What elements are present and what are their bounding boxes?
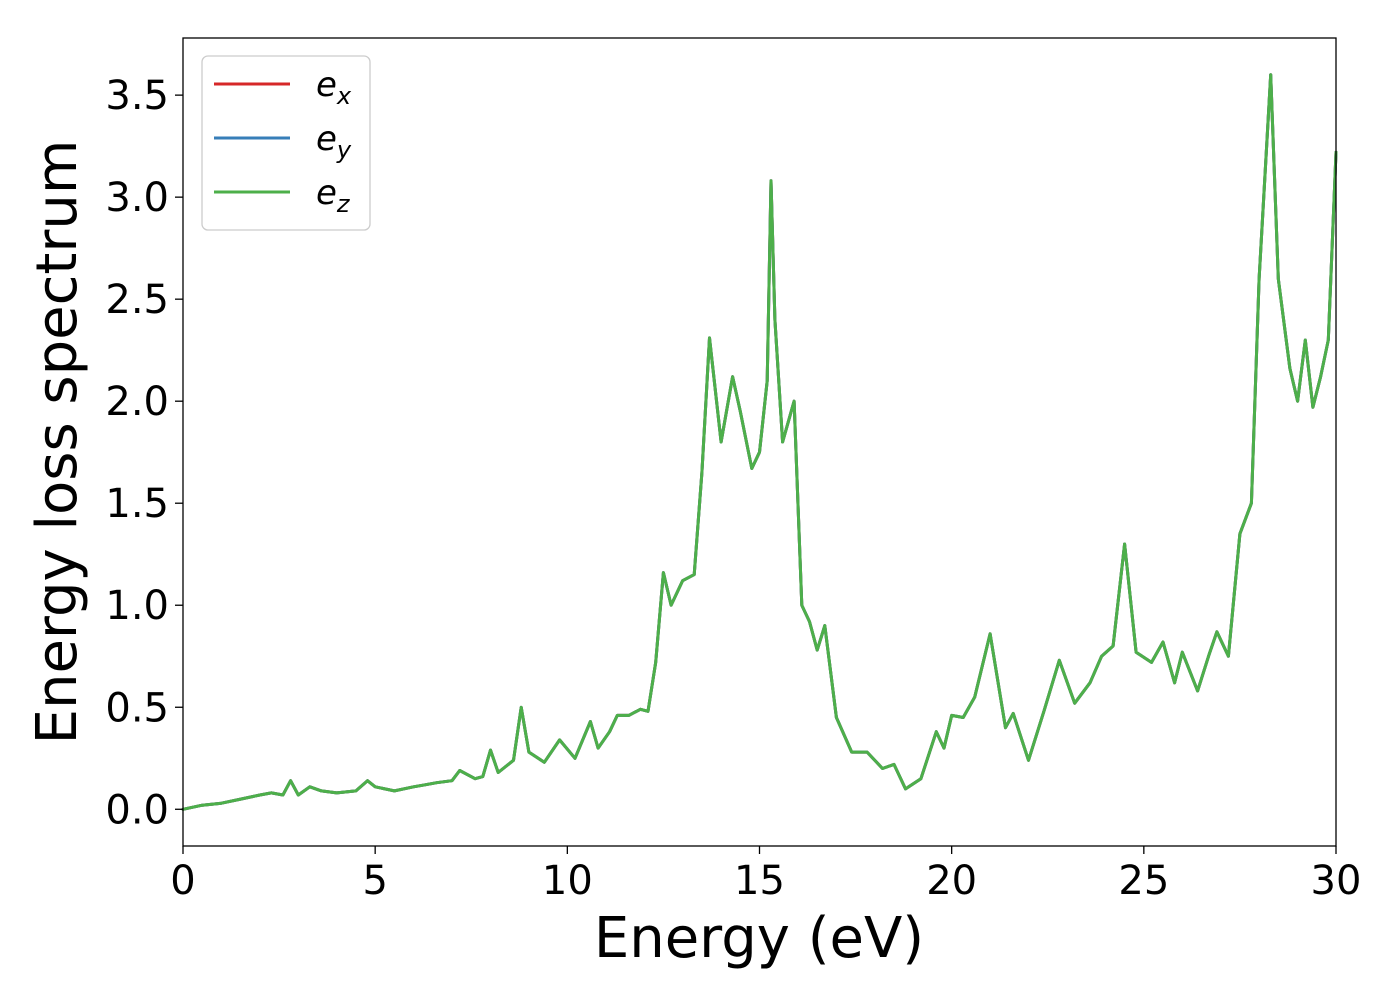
y-axis-label: Energy loss spectrum xyxy=(25,140,90,745)
x-tick-label: 5 xyxy=(362,858,387,904)
x-tick-label: 30 xyxy=(1311,858,1362,904)
x-axis: 0 5 10 15 20 25 30 xyxy=(170,846,1361,904)
series-layer xyxy=(181,73,1338,811)
x-axis-label: Energy (eV) xyxy=(594,906,924,971)
y-tick-label: 2.5 xyxy=(105,277,169,323)
legend-label-ez: ez xyxy=(316,173,351,218)
legend-label-ey: ey xyxy=(316,119,352,164)
y-axis: 0.0 0.5 1.0 1.5 2.0 2.5 3.0 3.5 xyxy=(105,73,183,833)
y-tick-label: 0.5 xyxy=(105,685,169,731)
x-tick-label: 15 xyxy=(734,858,785,904)
legend-box xyxy=(201,55,371,231)
y-tick-label: 3.0 xyxy=(105,175,169,221)
x-tick-label: 0 xyxy=(170,858,195,904)
legend: ex ey ez xyxy=(201,55,371,231)
x-tick-label: 25 xyxy=(1118,858,1169,904)
y-tick-label: 1.0 xyxy=(105,583,169,629)
y-tick-label: 1.5 xyxy=(105,481,169,527)
x-tick-label: 10 xyxy=(542,858,593,904)
y-tick-label: 2.0 xyxy=(105,379,169,425)
y-tick-label: 3.5 xyxy=(105,73,169,119)
series-line-ez xyxy=(181,73,1338,811)
legend-label-ex: ex xyxy=(316,65,352,110)
y-tick-label: 0.0 xyxy=(105,787,169,833)
x-tick-label: 20 xyxy=(926,858,977,904)
